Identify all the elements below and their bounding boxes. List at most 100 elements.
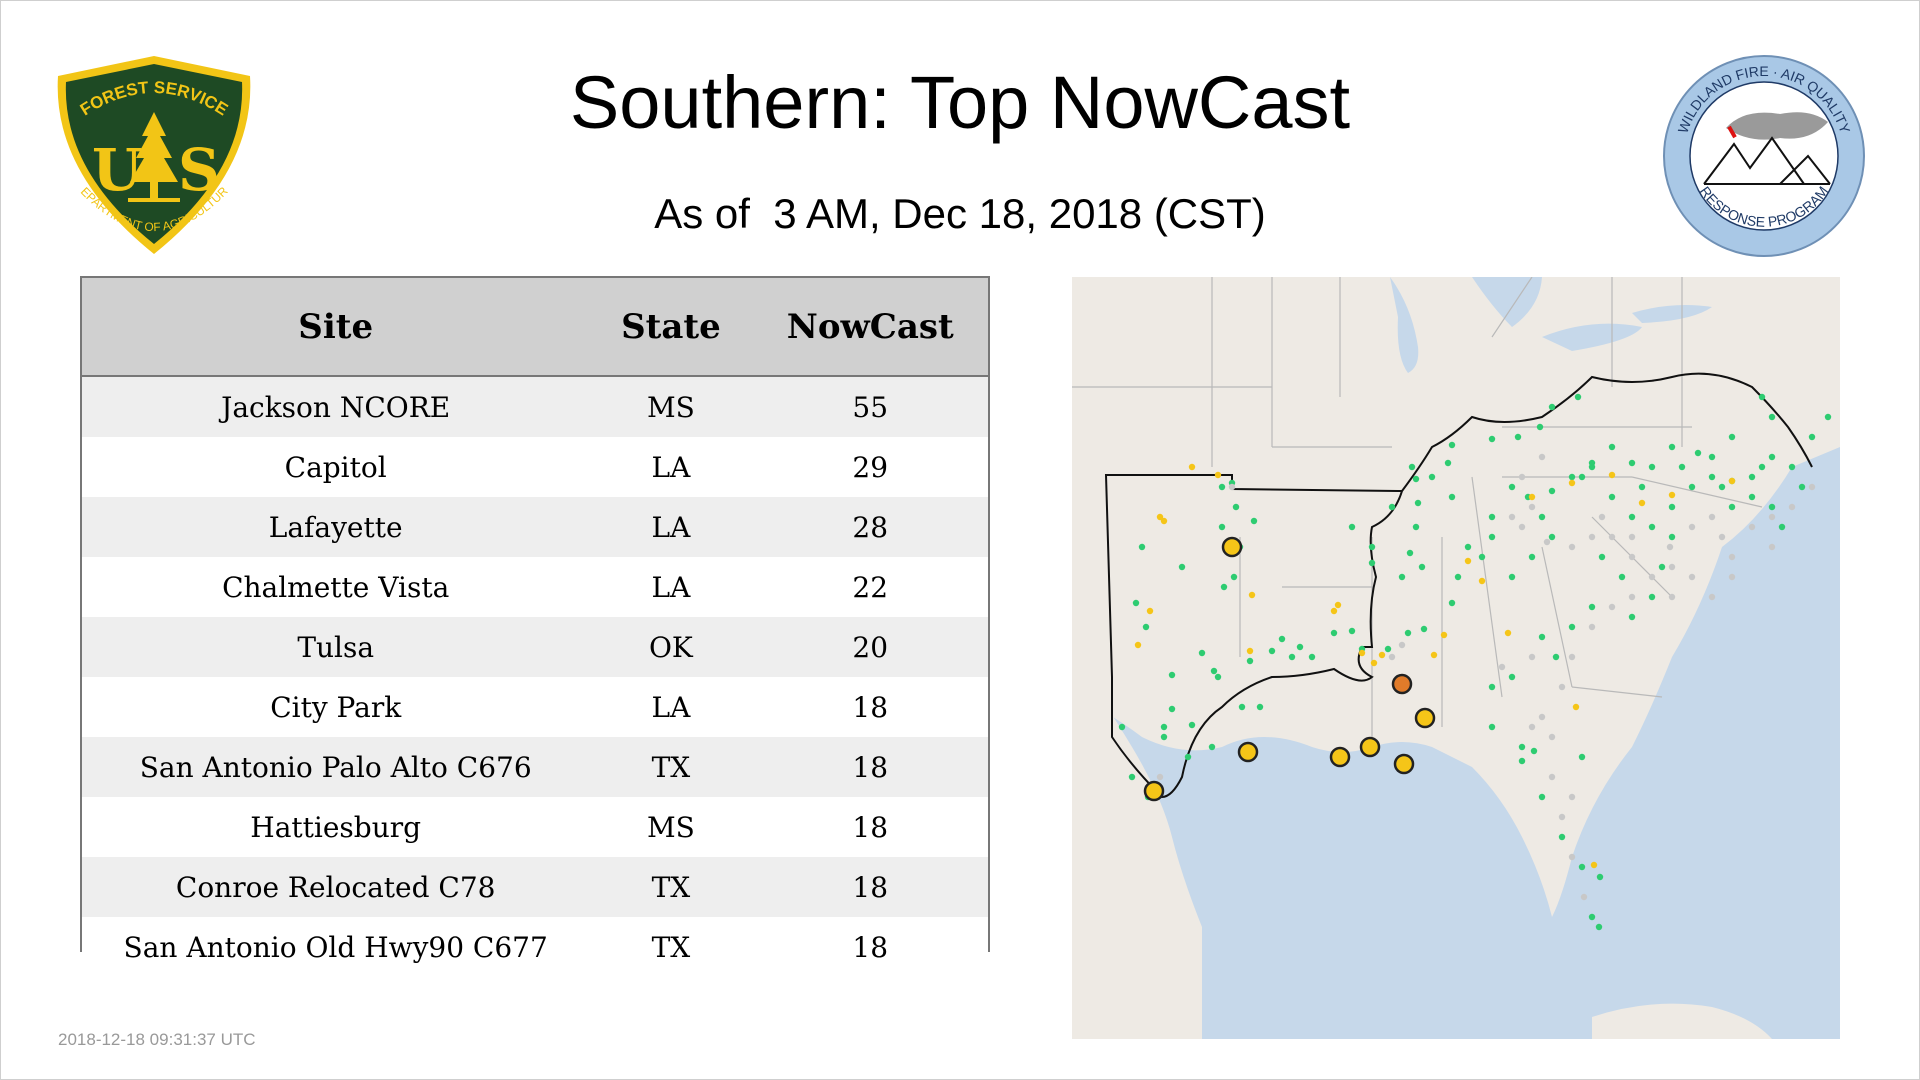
table-header-row: Site State NowCast bbox=[82, 278, 988, 377]
good-site-marker bbox=[1418, 563, 1426, 571]
moderate-site-marker bbox=[1568, 479, 1576, 487]
good-site-marker bbox=[1384, 645, 1392, 653]
good-site-marker bbox=[1678, 463, 1686, 471]
good-site-marker bbox=[1508, 573, 1516, 581]
no-data-site-marker bbox=[1588, 623, 1596, 631]
good-site-marker bbox=[1428, 473, 1436, 481]
moderate-site-marker bbox=[1370, 659, 1378, 667]
moderate-site-marker bbox=[1464, 557, 1472, 565]
good-site-marker bbox=[1232, 503, 1240, 511]
good-site-marker bbox=[1548, 533, 1556, 541]
good-site-marker bbox=[1578, 863, 1586, 871]
good-site-marker bbox=[1552, 653, 1560, 661]
good-site-marker bbox=[1118, 723, 1126, 731]
good-site-marker bbox=[1488, 513, 1496, 521]
good-site-marker bbox=[1728, 503, 1736, 511]
good-site-marker bbox=[1368, 559, 1376, 567]
lake-ontario bbox=[1632, 305, 1712, 323]
good-site-marker bbox=[1538, 633, 1546, 641]
good-site-marker bbox=[1250, 517, 1258, 525]
good-site-marker bbox=[1256, 703, 1264, 711]
good-site-marker bbox=[1798, 483, 1806, 491]
top-site-marker-chalmette bbox=[1393, 753, 1415, 775]
no-data-site-marker bbox=[1728, 573, 1736, 581]
moderate-site-marker bbox=[1188, 463, 1196, 471]
good-site-marker bbox=[1778, 523, 1786, 531]
good-site-marker bbox=[1348, 627, 1356, 635]
monitor-map bbox=[1072, 277, 1840, 1039]
table-row: San Antonio Old Hwy90 C677 TX 18 bbox=[82, 917, 988, 977]
good-site-marker bbox=[1454, 573, 1462, 581]
good-site-marker bbox=[1208, 743, 1216, 751]
good-site-marker bbox=[1168, 671, 1176, 679]
good-site-marker bbox=[1638, 483, 1646, 491]
no-data-site-marker bbox=[1528, 503, 1536, 511]
cell-state: TX bbox=[589, 857, 753, 917]
moderate-site-marker bbox=[1590, 861, 1598, 869]
cell-site: San Antonio Palo Alto C676 bbox=[82, 737, 590, 797]
no-data-site-marker bbox=[1628, 553, 1636, 561]
moderate-site-marker bbox=[1156, 513, 1164, 521]
good-site-marker bbox=[1448, 441, 1456, 449]
table-row: Tulsa OK 20 bbox=[82, 617, 988, 677]
cell-nowcast: 18 bbox=[752, 677, 988, 737]
no-data-site-marker bbox=[1568, 793, 1576, 801]
no-data-site-marker bbox=[1548, 733, 1556, 741]
good-site-marker bbox=[1128, 773, 1136, 781]
map-canvas bbox=[1072, 277, 1840, 1039]
no-data-site-marker bbox=[1156, 773, 1164, 781]
good-site-marker bbox=[1658, 563, 1666, 571]
cell-nowcast: 29 bbox=[752, 437, 988, 497]
good-site-marker bbox=[1488, 533, 1496, 541]
moderate-site-marker bbox=[1572, 703, 1580, 711]
no-data-site-marker bbox=[1808, 483, 1816, 491]
table-row: City Park LA 18 bbox=[82, 677, 988, 737]
good-site-marker bbox=[1288, 653, 1296, 661]
good-site-marker bbox=[1448, 599, 1456, 607]
good-site-marker bbox=[1278, 635, 1286, 643]
good-site-marker bbox=[1404, 629, 1412, 637]
monitor-markers bbox=[1118, 393, 1832, 931]
moderate-site-marker bbox=[1214, 471, 1222, 479]
nowcast-table: Site State NowCast Jackson NCORE MS 55 Cap… bbox=[80, 276, 990, 977]
good-site-marker bbox=[1398, 573, 1406, 581]
no-data-site-marker bbox=[1508, 513, 1516, 521]
good-site-marker bbox=[1768, 453, 1776, 461]
moderate-site-marker bbox=[1330, 607, 1338, 615]
cell-site: San Antonio Old Hwy90 C677 bbox=[82, 917, 590, 977]
forest-service-logo: FOREST SERVICE U S DEPARTMENT OF AGRICUL… bbox=[50, 52, 251, 254]
good-site-marker bbox=[1578, 473, 1586, 481]
good-site-marker bbox=[1388, 503, 1396, 511]
cell-site: Tulsa bbox=[82, 617, 590, 677]
no-data-site-marker bbox=[1608, 533, 1616, 541]
top-site-marker-tulsa bbox=[1221, 536, 1243, 558]
good-site-marker bbox=[1568, 623, 1576, 631]
good-site-marker bbox=[1748, 493, 1756, 501]
cell-state: LA bbox=[589, 437, 753, 497]
good-site-marker bbox=[1618, 573, 1626, 581]
table-row: Chalmette Vista LA 22 bbox=[82, 557, 988, 617]
ocean-water bbox=[1072, 447, 1840, 1039]
no-data-site-marker bbox=[1588, 533, 1596, 541]
good-site-marker bbox=[1508, 483, 1516, 491]
no-data-site-marker bbox=[1668, 563, 1676, 571]
good-site-marker bbox=[1538, 513, 1546, 521]
no-data-site-marker bbox=[1498, 663, 1506, 671]
moderate-site-marker bbox=[1430, 651, 1438, 659]
good-site-marker bbox=[1588, 459, 1596, 467]
good-site-marker bbox=[1530, 747, 1538, 755]
no-data-site-marker bbox=[1748, 523, 1756, 531]
good-site-marker bbox=[1246, 657, 1254, 665]
moderate-site-marker bbox=[1440, 631, 1448, 639]
no-data-site-marker bbox=[1528, 653, 1536, 661]
good-site-marker bbox=[1464, 543, 1472, 551]
table-row: Lafayette LA 28 bbox=[82, 497, 988, 557]
no-data-site-marker bbox=[1518, 523, 1526, 531]
good-site-marker bbox=[1406, 549, 1414, 557]
cell-state: LA bbox=[589, 497, 753, 557]
no-data-site-marker bbox=[1398, 641, 1406, 649]
good-site-marker bbox=[1210, 667, 1218, 675]
no-data-site-marker bbox=[1688, 523, 1696, 531]
cell-site: Lafayette bbox=[82, 497, 590, 557]
no-data-site-marker bbox=[1708, 513, 1716, 521]
